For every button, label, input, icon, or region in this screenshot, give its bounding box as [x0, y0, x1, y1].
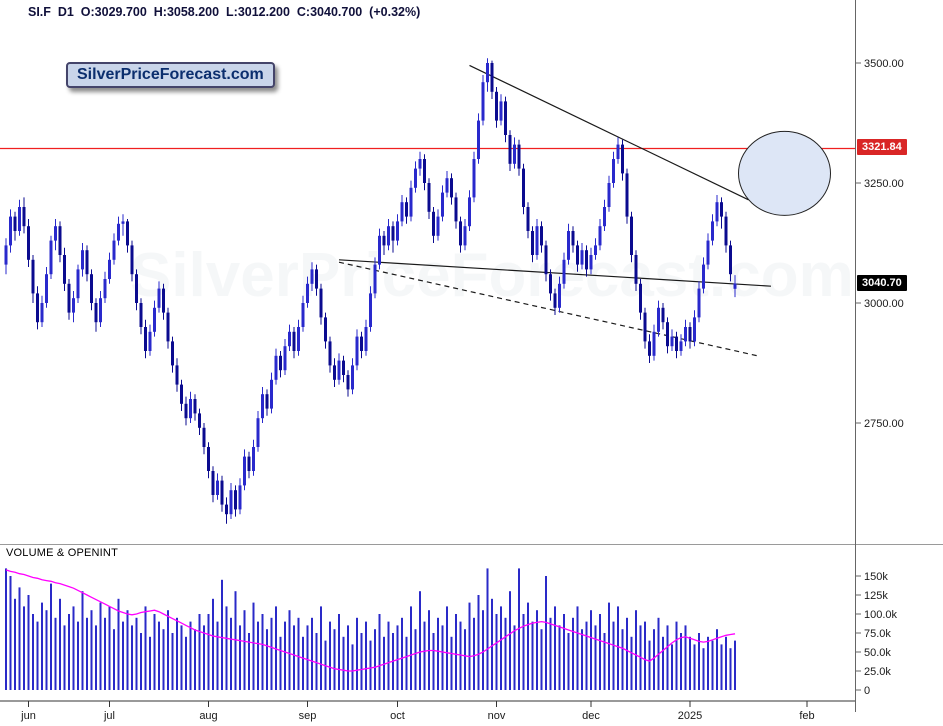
svg-text:25.0k: 25.0k [864, 666, 891, 678]
svg-text:100.0k: 100.0k [864, 609, 898, 621]
svg-text:dec: dec [582, 710, 600, 722]
svg-text:150k: 150k [864, 571, 888, 583]
svg-text:jul: jul [103, 710, 115, 722]
svg-text:125k: 125k [864, 590, 888, 602]
volume-panel-title: VOLUME & OPENINT [6, 547, 118, 559]
svg-text:aug: aug [199, 710, 217, 722]
last-price-tag: 3040.70 [857, 275, 907, 291]
svg-text:jun: jun [20, 710, 36, 722]
alert-price-tag: 3321.84 [857, 139, 907, 155]
svg-text:oct: oct [390, 710, 405, 722]
svg-text:2025: 2025 [678, 710, 702, 722]
svg-text:nov: nov [488, 710, 506, 722]
svg-text:3500.00: 3500.00 [864, 58, 904, 70]
svg-text:2750.00: 2750.00 [864, 418, 904, 430]
svg-text:0: 0 [864, 685, 870, 697]
svg-text:75.0k: 75.0k [864, 628, 891, 640]
ohlc-readout: SI.F D1 O:3029.700 H:3058.200 L:3012.200… [28, 5, 421, 19]
svg-text:3250.00: 3250.00 [864, 178, 904, 190]
svg-text:feb: feb [799, 710, 814, 722]
site-badge: SilverPriceForecast.com [66, 62, 275, 88]
svg-text:50.0k: 50.0k [864, 647, 891, 659]
svg-text:3000.00: 3000.00 [864, 298, 904, 310]
background-watermark: SilverPriceForecast.com [130, 241, 854, 310]
svg-text:sep: sep [299, 710, 317, 722]
